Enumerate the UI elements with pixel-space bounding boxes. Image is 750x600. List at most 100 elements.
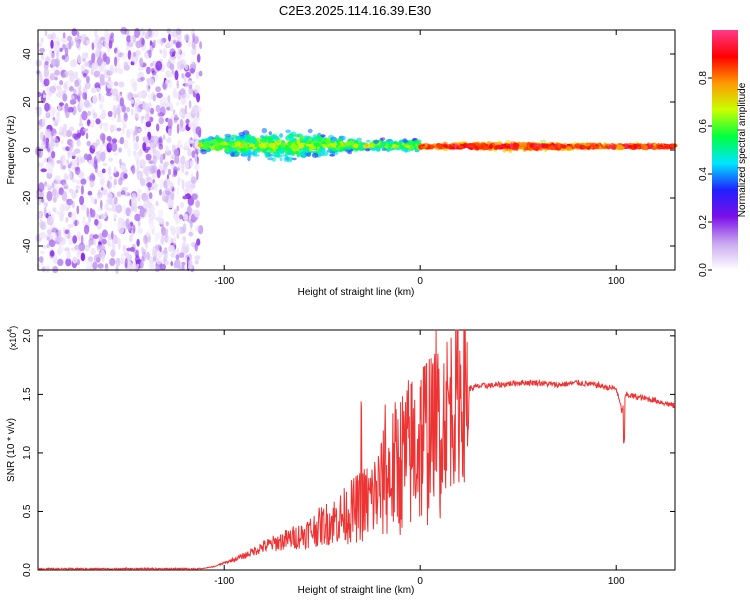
- spectrogram-noise-cell: [94, 30, 98, 38]
- spectrogram-signal-cell: [304, 147, 310, 153]
- snr-panel: -100 0 100 0.0 0.5 1.0 1.5 2.0 Height of strai…: [6, 326, 676, 596]
- spectrogram-noise-cell: [73, 71, 79, 79]
- spectrogram-signal-cell: [214, 145, 221, 151]
- spectrogram-noise-cell: [152, 135, 159, 142]
- spectrogram-noise-cell: [196, 106, 202, 113]
- spectrogram-signal-cell: [413, 140, 420, 144]
- spectrogram-noise-cell: [101, 255, 105, 263]
- spectrogram-noise-cell: [132, 132, 136, 142]
- spectrogram-signal-cell: [251, 150, 258, 156]
- spectrogram-noise-cell: [156, 123, 160, 132]
- spectrogram-noise-cell: [51, 188, 57, 197]
- spectrogram-signal-cell: [364, 142, 369, 148]
- spectrogram-noise-cell: [55, 118, 60, 124]
- spectrogram-noise-cell: [76, 205, 80, 215]
- spectrogram-signal-cell: [279, 157, 283, 162]
- spectrogram-noise-cell: [176, 123, 180, 134]
- spectrogram-noise-cell: [96, 170, 104, 178]
- spectrogram-noise-cell: [60, 210, 65, 218]
- spectrogram-noise-cell: [72, 256, 78, 264]
- spectrogram-noise-cell: [182, 242, 186, 250]
- spectrogram-signal-cell: [321, 143, 326, 148]
- spectrogram-noise-cell: [119, 158, 122, 165]
- spectrogram-signal-cell: [248, 152, 252, 158]
- spectrogram-signal-cell: [633, 144, 637, 149]
- spectrogram-noise-cell: [180, 155, 186, 165]
- spectrogram-signal-cell: [300, 135, 305, 140]
- spectrogram-noise-cell: [96, 57, 103, 67]
- spectrogram-noise-cell: [129, 235, 133, 242]
- spectrogram-noise-cell: [191, 194, 198, 201]
- colorbar: 0.0 0.2 0.4 0.6 0.8 Normalized spectral ampl…: [698, 30, 748, 277]
- spectrogram-signal-cell: [505, 143, 510, 146]
- spectrogram-noise-cell: [180, 95, 187, 106]
- spectrogram-signal-cell: [513, 145, 518, 149]
- spectrogram-noise-cell: [100, 36, 106, 41]
- spectrogram-noise-cell: [184, 160, 190, 171]
- spectrogram-noise-cell: [177, 176, 181, 186]
- spectrogram-noise-cell: [67, 223, 74, 228]
- spectrogram-noise-cell: [77, 54, 82, 64]
- spectrogram-noise-cell: [111, 138, 118, 144]
- spectrogram-noise-cell: [179, 144, 183, 149]
- spectrogram-noise-cell: [166, 28, 172, 34]
- spectrogram-noise-cell: [175, 41, 182, 49]
- spectrogram-noise-cell: [41, 118, 46, 127]
- spectrogram-noise-cell: [176, 186, 180, 196]
- spectrogram-noise-cell: [80, 204, 87, 211]
- spectrogram-noise-cell: [143, 210, 151, 218]
- spectrogram-noise-cell: [68, 40, 72, 50]
- spectrogram-noise-cell: [130, 108, 134, 116]
- spectrogram-signal-cell: [497, 140, 502, 146]
- spectrogram-noise-cell: [149, 203, 155, 214]
- spectrogram-noise-cell: [71, 28, 78, 37]
- spectrogram-noise-cell: [53, 207, 57, 213]
- spectrogram-noise-cell: [148, 216, 153, 225]
- spectrogram-noise-cell: [119, 227, 125, 234]
- spectrogram-noise-cell: [129, 128, 134, 135]
- spectrogram-noise-cell: [45, 128, 52, 139]
- spectrogram-noise-cell: [113, 166, 117, 174]
- spectrogram-x-tick-label: -100: [214, 276, 234, 287]
- spectrogram-noise-cell: [83, 99, 90, 108]
- spectrogram-noise-cell: [167, 127, 172, 137]
- spectrogram-noise-cell: [183, 76, 187, 83]
- spectrogram-noise-cell: [45, 141, 49, 149]
- spectrogram-noise-cell: [57, 229, 62, 237]
- spectrogram-noise-cell: [111, 88, 119, 97]
- spectrogram-noise-cell: [120, 190, 126, 196]
- spectrogram-noise-cell: [188, 122, 194, 128]
- spectrogram-signal-cell: [335, 140, 342, 143]
- spectrogram-noise-cell: [83, 73, 87, 78]
- spectrogram-noise-cell: [178, 252, 185, 258]
- spectrogram-noise-cell: [90, 247, 96, 256]
- spectrogram-noise-cell: [108, 40, 113, 49]
- spectrogram-noise-cell: [142, 168, 147, 174]
- spectrogram-noise-cell: [185, 112, 192, 119]
- spectrogram-noise-cell: [113, 81, 119, 87]
- spectrogram-signal-cell: [375, 146, 382, 149]
- spectrogram-noise-cell: [53, 83, 57, 91]
- spectrogram-noise-cell: [151, 173, 158, 179]
- spectrogram-noise-cell: [59, 203, 65, 213]
- spectrogram-noise-cell: [90, 209, 96, 218]
- spectrogram-noise-cell: [71, 159, 77, 166]
- spectrogram-noise-cell: [44, 61, 49, 66]
- spectrogram-signal-cell: [248, 147, 254, 150]
- spectrogram-signal-cell: [241, 140, 247, 144]
- spectrogram-noise-cell: [101, 229, 108, 238]
- spectrogram-noise-cell: [140, 27, 145, 37]
- spectrogram-noise-cell: [179, 214, 184, 220]
- spectrogram-noise-cell: [194, 37, 199, 45]
- spectrogram-signal-cell: [242, 143, 247, 148]
- spectrogram-noise-cell: [136, 165, 140, 175]
- snr-x-ticks: -100 0 100: [214, 330, 625, 587]
- spectrogram-noise-cell: [88, 123, 95, 128]
- spectrogram-noise-cell: [36, 42, 43, 48]
- spectrogram-signal-cell: [499, 146, 504, 150]
- spectrogram-noise-cell: [66, 35, 73, 42]
- spectrogram-noise-cell: [123, 111, 128, 119]
- spectrogram-signal-cell: [505, 139, 511, 145]
- spectrogram-noise-cell: [166, 180, 174, 191]
- spectrogram-noise-cell: [108, 175, 113, 181]
